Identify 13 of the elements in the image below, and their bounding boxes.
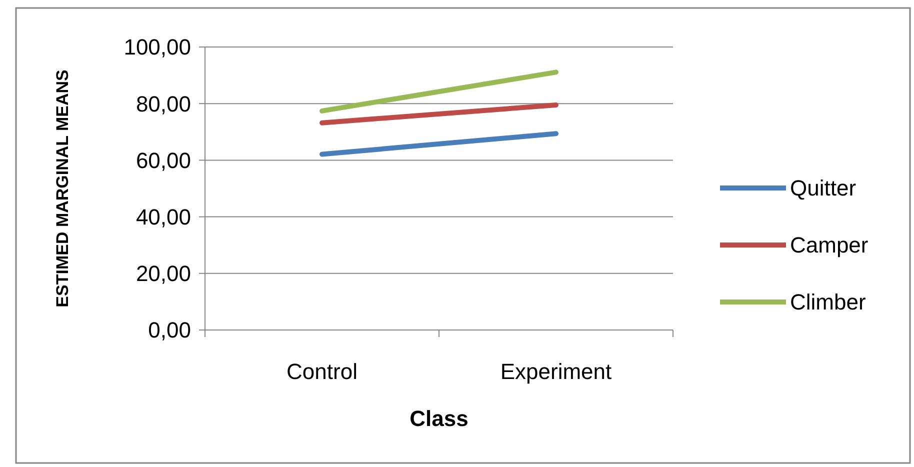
y-tick-label: 100,00: [124, 34, 191, 60]
x-axis-title: Class: [410, 406, 468, 431]
legend-label: Quitter: [790, 176, 856, 201]
y-tick-label: 80,00: [136, 91, 191, 116]
y-tick-label: 20,00: [136, 261, 191, 286]
y-axis-title: ESTIMED MARGINAL MEANS: [53, 70, 72, 308]
x-tick-label: Experiment: [500, 359, 612, 384]
y-tick-label: 60,00: [136, 148, 191, 173]
legend-label: Camper: [790, 232, 868, 258]
y-tick-label: 40,00: [136, 204, 191, 230]
legend-label: Climber: [790, 290, 866, 315]
y-tick-label: 0,00: [148, 318, 191, 343]
x-tick-label: Control: [286, 359, 358, 384]
